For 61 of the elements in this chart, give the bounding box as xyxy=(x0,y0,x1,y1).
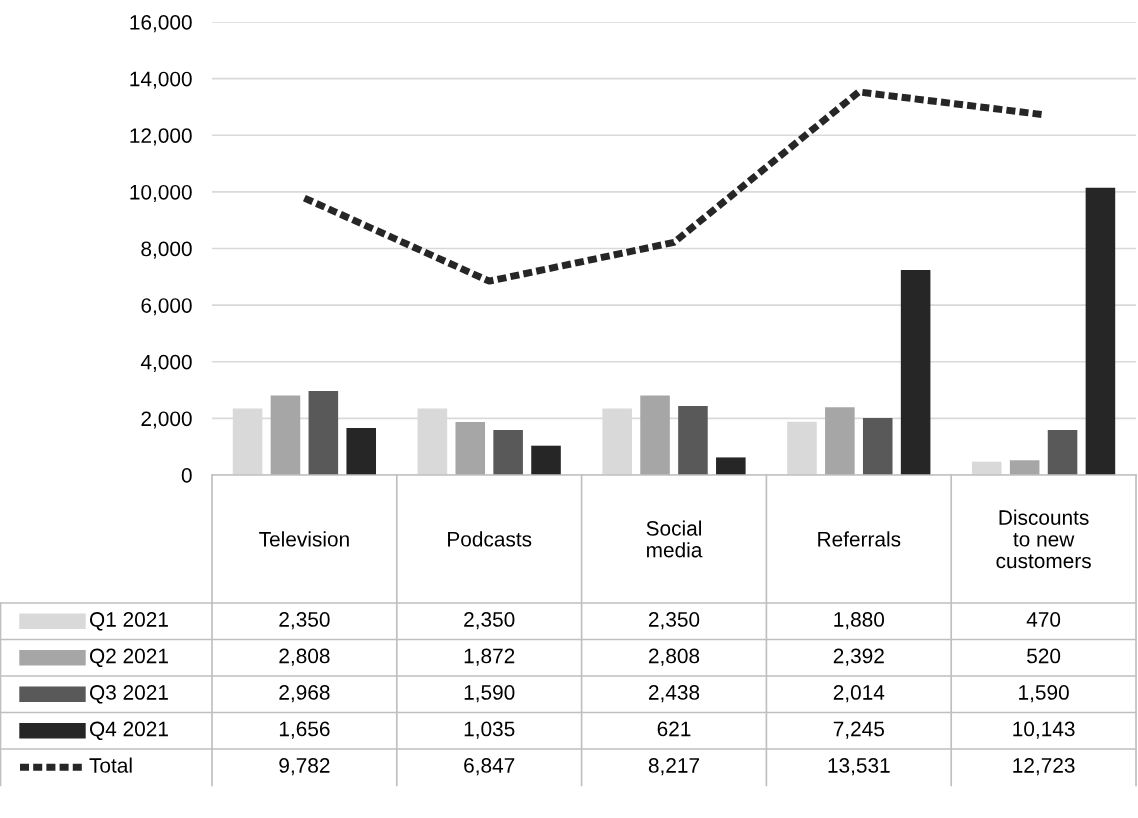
bar xyxy=(270,395,301,475)
data-label: 1,590 xyxy=(464,685,515,703)
data-label: 12,723 xyxy=(1013,758,1075,776)
bar xyxy=(455,422,486,475)
bar xyxy=(862,417,893,475)
bar xyxy=(971,461,1002,475)
data-label: 2,350 xyxy=(279,612,330,630)
bar xyxy=(900,269,931,475)
y-tick-label: 2,000 xyxy=(141,411,192,429)
data-label: 8,217 xyxy=(648,758,700,776)
data-label: 1,590 xyxy=(1019,685,1069,703)
bar xyxy=(640,395,670,475)
y-tick-label: 4,000 xyxy=(140,354,192,372)
bar xyxy=(716,457,746,475)
y-tick-label: 14,000 xyxy=(130,71,192,89)
legend-label: Q4 2021 xyxy=(89,721,168,741)
data-label: 2,808 xyxy=(279,648,330,666)
data-label: 2,392 xyxy=(833,648,884,666)
legend-label: Total xyxy=(89,757,132,773)
y-tick-label: 16,000 xyxy=(130,15,192,33)
data-label: 13,531 xyxy=(828,758,890,776)
legend-label: Q3 2021 xyxy=(89,685,168,704)
data-label: 2,350 xyxy=(648,612,700,630)
y-tick-label: 12,000 xyxy=(130,128,192,146)
y-tick-label: 8,000 xyxy=(141,241,192,259)
data-label: 1,880 xyxy=(834,612,885,630)
bar xyxy=(825,407,855,475)
y-tick-label: 10,000 xyxy=(130,184,192,203)
bar xyxy=(1009,460,1040,475)
bar xyxy=(493,429,523,475)
data-label: 2,438 xyxy=(648,685,700,703)
data-label: 2,014 xyxy=(833,685,885,703)
legend-label: Q2 2021 xyxy=(89,648,168,668)
y-tick-label: 0 xyxy=(181,468,192,483)
data-label: 6,847 xyxy=(464,758,515,776)
bar xyxy=(1047,429,1078,475)
x-tick-label: Discounts to new customers xyxy=(996,509,1091,569)
data-label: 2,968 xyxy=(279,685,330,703)
data-label: 10,143 xyxy=(1013,721,1075,739)
data-label: 520 xyxy=(1027,648,1061,664)
bar xyxy=(346,428,377,475)
x-tick-label: Referrals xyxy=(818,531,901,547)
data-label: 1,872 xyxy=(464,648,515,666)
legend-label: Q1 2021 xyxy=(89,612,168,631)
bar xyxy=(1085,187,1116,475)
data-label: 1,656 xyxy=(279,721,330,739)
data-label: 621 xyxy=(657,721,691,737)
bar xyxy=(787,421,817,475)
bar xyxy=(678,405,708,475)
data-label: 9,782 xyxy=(279,758,330,776)
bar xyxy=(531,445,561,475)
x-tick-label: Television xyxy=(259,531,349,547)
data-label: 2,350 xyxy=(464,612,515,630)
y-tick-label: 6,000 xyxy=(141,298,192,316)
data-label: 470 xyxy=(1026,612,1061,627)
x-tick-label: Podcasts xyxy=(448,531,532,547)
data-label: 7,245 xyxy=(833,721,884,739)
bar xyxy=(308,390,339,475)
x-tick-label: Social media xyxy=(646,520,703,558)
data-label: 2,808 xyxy=(648,648,700,666)
data-label: 1,035 xyxy=(464,721,515,739)
